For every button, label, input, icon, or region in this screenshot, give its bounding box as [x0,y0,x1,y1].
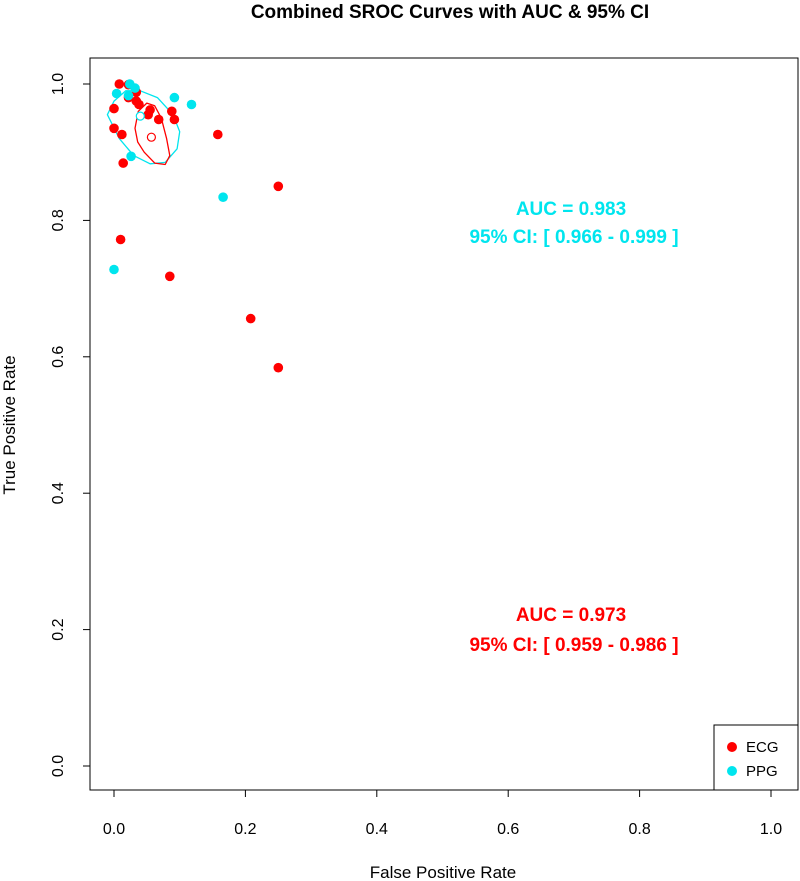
ecg-study-point [134,99,144,110]
ecg-study-point [273,181,284,192]
ecg-study-point [109,123,119,134]
legend: ECG PPG [713,724,799,791]
ecg-study-point [115,234,126,245]
ecg-summary-point [146,132,156,142]
x-axis: 0.0 0.2 0.4 0.6 0.8 1.0 [103,789,782,838]
y-axis: 0.0 0.2 0.4 0.6 0.8 1.0 [50,73,91,777]
ppg-study-point [111,88,122,99]
y-tick-label: 1.0 [50,73,67,95]
x-tick-label: 0.2 [234,821,256,838]
ecg-study-point [273,362,284,373]
y-tick-label: 0.2 [50,618,67,640]
ppg-study-point [123,90,134,101]
legend-ecg-label: ECG [746,739,779,756]
ecg-study-point [117,129,127,140]
legend-ppg-label: PPG [746,763,778,780]
ecg-study-point [245,313,256,324]
ecg-study-point [143,109,153,120]
ppg-study-point [186,99,197,110]
ppg-ci-label: 95% CI: [ 0.966 - 0.999 ] [469,227,678,248]
ppg-study-point [109,264,119,275]
y-tick-label: 0.6 [50,346,67,368]
ecg-study-point [167,106,177,117]
ecg-study-point [153,114,164,125]
x-tick-label: 0.4 [366,821,388,838]
ppg-study-point [169,92,180,103]
ecg-study-point [118,158,128,168]
x-axis-label: False Positive Rate [370,863,516,881]
x-tick-label: 0.0 [103,821,125,838]
ecg-ci-label: 95% CI: [ 0.959 - 0.986 ] [469,635,678,656]
y-tick-label: 0.4 [50,482,67,504]
x-tick-label: 0.6 [497,821,519,838]
legend-ecg-marker [727,742,737,752]
ppg-study-point [130,83,140,93]
ecg-auc-label: AUC = 0.973 [516,605,626,626]
legend-ppg-marker [727,766,737,776]
ecg-study-point [165,271,175,282]
x-tick-label: 0.8 [628,821,650,838]
summary-points [135,111,156,142]
ecg-study-point [213,129,223,140]
ecg-study-point [114,79,125,89]
ecg-study-point [109,103,119,114]
ppg-summary-point [135,111,145,121]
x-tick-label: 1.0 [760,821,782,838]
y-axis-label: True Positive Rate [0,355,19,494]
y-tick-label: 0.0 [50,755,67,777]
ecg-confidence-region [134,102,171,166]
ecg-study-point [169,114,180,125]
ppg-study-point [126,151,136,162]
chart-title: Combined SROC Curves with AUC & 95% CI [251,2,649,23]
y-tick-label: 0.8 [50,209,67,231]
ppg-study-point [218,192,228,202]
legend-box [713,724,799,791]
study-points [109,79,284,373]
plot-frame [89,57,799,791]
ppg-auc-label: AUC = 0.983 [516,199,626,220]
